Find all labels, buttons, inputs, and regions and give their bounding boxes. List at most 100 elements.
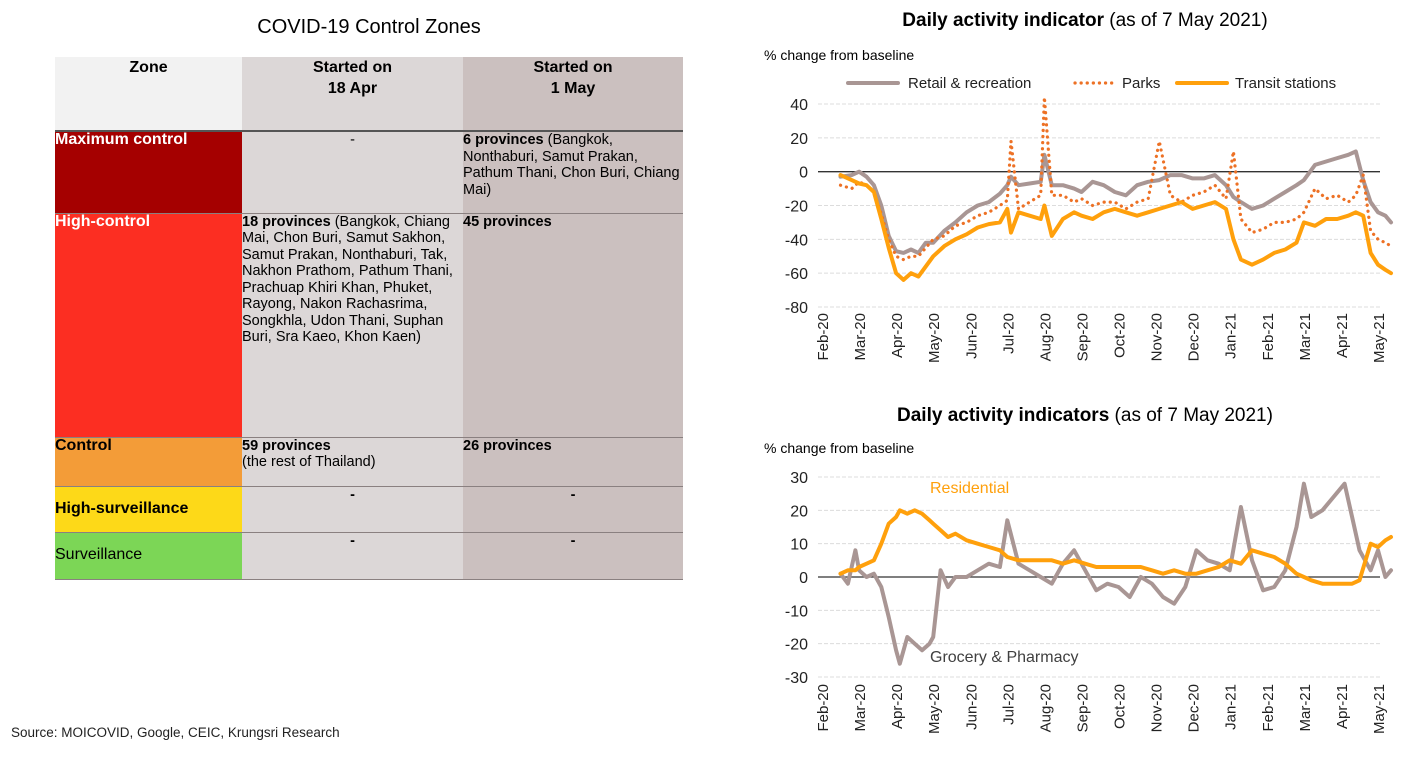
zone-cell-high-control: High-control [55,213,242,438]
table-row: Control 59 provinces (the rest of Thailan… [55,437,683,487]
series-line-transit-stations [838,173,1393,282]
chart1-title: Daily activity indicator (as of 7 May 20… [770,10,1400,32]
legend-label: Transit stations [1235,75,1336,92]
apr18-cell: - [242,532,463,580]
x-tick-label: Apr-20 [889,313,906,358]
y-tick-label: -40 [785,232,808,249]
may1-cell: - [463,532,683,580]
apr18-count: 59 provinces [242,437,331,454]
may1-list: (Bangkok, Nonthaburi, Samut Prakan, Path… [463,132,680,198]
may1-cell: - [463,486,683,533]
x-tick-label: Aug-20 [1037,313,1054,361]
x-tick-label: Oct-20 [1112,684,1129,729]
x-tick-label: Dec-20 [1186,313,1203,361]
x-tick-label: Nov-20 [1149,684,1166,732]
apr18-cell: - [242,486,463,533]
x-tick-label: Jun-20 [963,313,980,359]
may1-cell: 6 provinces (Bangkok, Nonthaburi, Samut … [463,131,683,214]
annotation-grocery-pharmacy: Grocery & Pharmacy [930,649,1078,666]
may1-cell: 26 provinces [463,437,683,487]
chart2-title-bold: Daily activity indicators [897,405,1110,426]
apr18-list: (Bangkok, Chiang Mai, Chon Buri, Samut S… [242,213,453,346]
x-tick-label: May-21 [1371,684,1388,734]
x-tick-label: Mar-20 [852,313,869,361]
x-tick-label: May-20 [926,313,943,363]
chart2-title: Daily activity indicators (as of 7 May 2… [770,405,1400,427]
may1-cell: 45 provinces [463,213,683,438]
chart2-title-rest: (as of 7 May 2021) [1109,405,1273,426]
x-tick-label: Feb-21 [1260,313,1277,361]
header-may1-line2: 1 May [550,80,596,97]
x-tick-label: Sep-20 [1074,313,1091,361]
x-tick-label: Apr-21 [1334,684,1351,729]
header-may1-line1: Started on [533,59,613,76]
table-row: Maximum control - 6 provinces (Bangkok, … [55,131,683,214]
x-tick-label: May-21 [1371,313,1388,363]
y-tick-label: 20 [790,131,808,148]
x-tick-label: May-20 [926,684,943,734]
series-line-parks [838,95,1393,262]
series-line-retail-recreation [838,149,1393,255]
y-tick-label: 30 [790,470,808,487]
x-tick-label: Feb-20 [815,313,832,361]
y-tick-label: 0 [799,570,808,587]
table-row: High-surveillance - - [55,486,683,533]
may1-count: 45 provinces [463,213,552,230]
may1-count: 6 provinces [463,132,544,148]
y-tick-label: -20 [785,637,808,654]
header-apr18-line2: 18 Apr [327,80,378,97]
y-tick-label: 0 [799,165,808,182]
x-tick-label: Aug-20 [1037,684,1054,732]
x-tick-label: Mar-21 [1297,684,1314,732]
legend-label: Retail & recreation [908,75,1031,92]
chart1-ylabel: % change from baseline [764,47,915,63]
source-note: Source: MOICOVID, Google, CEIC, Krungsri… [11,725,340,740]
may1-count: 26 provinces [463,437,552,454]
x-tick-label: Jan-21 [1223,313,1240,359]
series-line-residential [838,508,1393,586]
x-tick-label: Feb-20 [815,684,832,732]
x-tick-label: Nov-20 [1149,313,1166,361]
x-tick-label: Jun-20 [963,684,980,730]
zone-cell-maximum-control: Maximum control [55,131,242,214]
x-tick-label: Apr-21 [1334,313,1351,358]
control-zones-table: Zone Started on 18 Apr Started on 1 May Ma… [55,57,683,580]
legend-label: Parks [1122,75,1160,92]
table-row: High-control 18 provinces (Bangkok, Chia… [55,213,683,438]
table-header-row: Zone Started on 18 Apr Started on 1 May [55,57,683,132]
zone-cell-surveillance: Surveillance [55,532,242,580]
y-tick-label: 10 [790,537,808,554]
chart1-title-bold: Daily activity indicator [902,10,1104,31]
apr18-cell: - [242,131,463,214]
x-tick-label: Mar-20 [852,684,869,732]
x-tick-label: Jul-20 [1000,313,1017,354]
x-tick-label: Mar-21 [1297,313,1314,361]
y-tick-label: -60 [785,266,808,283]
apr18-cell: 18 provinces (Bangkok, Chiang Mai, Chon … [242,213,463,438]
header-apr18-line1: Started on [312,59,393,76]
header-zone: Zone [55,57,242,132]
table-title: COVID-19 Control Zones [257,16,481,38]
apr18-note: (the rest of Thailand) [242,454,376,470]
chart1-title-rest: (as of 7 May 2021) [1103,10,1268,31]
y-tick-label: -30 [785,670,808,687]
y-tick-label: 40 [790,97,808,114]
x-tick-label: Feb-21 [1260,684,1277,732]
x-tick-label: Sep-20 [1074,684,1091,732]
y-tick-label: -20 [785,199,808,216]
header-may1: Started on 1 May [463,57,683,132]
x-tick-label: Dec-20 [1186,684,1203,732]
y-tick-label: -80 [785,300,808,317]
y-tick-label: -10 [785,603,808,620]
x-tick-label: Apr-20 [889,684,906,729]
x-tick-label: Jan-21 [1223,684,1240,730]
y-tick-label: 20 [790,503,808,520]
x-tick-label: Jul-20 [1000,684,1017,725]
zone-cell-control: Control [55,437,242,487]
chart2-ylabel: % change from baseline [764,440,915,456]
x-tick-label: Oct-20 [1112,313,1129,358]
table-row: Surveillance - - [55,532,683,580]
series-line-grocery-pharmacy [838,481,1393,666]
header-zone-label: Zone [129,59,168,76]
